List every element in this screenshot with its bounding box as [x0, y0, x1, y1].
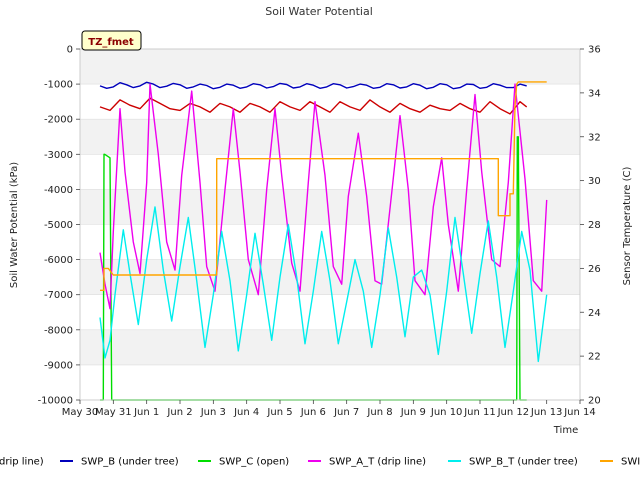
series-line-6	[100, 81, 547, 291]
x-axis-title: Time	[553, 425, 578, 436]
left-axis: 0 -1000 -2000 -3000 -4000 -5000 -6000 -7000 -800…	[38, 45, 80, 407]
x-tick-label: Jun 4	[233, 407, 259, 418]
legend-item: SWP_C (open)	[198, 457, 289, 468]
series-line-5	[99, 206, 548, 363]
legend: drip line) SWP_B (under tree) SWP_C (open)…	[0, 457, 640, 468]
y-tick-label: 0	[67, 45, 73, 56]
legend-label: SWP_C (open)	[219, 457, 289, 468]
y-tick-label: -9000	[44, 360, 73, 371]
legend-label: SWP_B_T (under tree)	[469, 457, 578, 468]
x-tick-label: Jun 6	[300, 407, 326, 418]
x-tick-label: Jun 10	[430, 407, 463, 418]
legend-label: SWI	[621, 457, 640, 468]
x-tick-label: Jun 13	[530, 407, 563, 418]
grid-band	[80, 329, 580, 365]
y2-tick-label: 34	[588, 88, 601, 99]
y2-tick-label: 26	[588, 264, 601, 275]
site-badge: TZ_fmet	[81, 30, 142, 51]
right-axis: 20 22 24 26 28 30 32 34 36	[580, 45, 601, 407]
y-tick-label: -6000	[44, 255, 73, 266]
site-badge-label: TZ_fmet	[88, 37, 134, 48]
y-tick-label: -2000	[44, 115, 73, 126]
y2-tick-label: 24	[588, 308, 601, 319]
legend-item: SWP_B (under tree)	[60, 457, 179, 468]
legend-item: drip line)	[0, 457, 44, 468]
y2-tick-label: 32	[588, 132, 601, 143]
y-tick-label: -4000	[44, 185, 73, 196]
y-tick-label: -7000	[44, 290, 73, 301]
y-tick-label: -10000	[38, 396, 73, 407]
x-tick-label: Jun 3	[200, 407, 226, 418]
series-line-4	[99, 83, 548, 310]
x-tick-label: Jun 8	[366, 407, 392, 418]
y2-tick-label: 20	[588, 396, 601, 407]
x-tick-label: Jun 9	[400, 407, 426, 418]
legend-item: SWP_B_T (under tree)	[448, 457, 578, 468]
y2-tick-label: 36	[588, 45, 601, 56]
x-tick-label: Jun 11	[463, 407, 496, 418]
y-axis-title: Soil Water Potential (kPa)	[9, 162, 20, 288]
y2-tick-label: 30	[588, 176, 601, 187]
x-tick-label: Jun 2	[166, 407, 192, 418]
series-line-1	[99, 81, 527, 90]
legend-label: SWP_A_T (drip line)	[329, 457, 426, 468]
x-tick-label: May 31	[95, 407, 132, 418]
site-badge-box	[81, 30, 142, 51]
y2-tick-label: 22	[588, 352, 601, 363]
legend-item: SWP_A_T (drip line)	[308, 457, 426, 468]
grid-band	[80, 119, 580, 155]
x-tick-label: May 30	[62, 407, 99, 418]
x-tick-label: Jun 1	[133, 407, 159, 418]
grid-band	[80, 49, 580, 85]
legend-item: SWI	[600, 457, 640, 468]
y-tick-label: -1000	[44, 80, 73, 91]
legend-label: SWP_B (under tree)	[81, 457, 179, 468]
legend-label: drip line)	[0, 457, 44, 468]
y2-tick-label: 28	[588, 220, 601, 231]
y-tick-label: -5000	[44, 220, 73, 231]
y2-axis-title: Sensor Temperature (C)	[622, 167, 633, 286]
x-tick-label: Jun 5	[266, 407, 292, 418]
x-tick-label: Jun 7	[333, 407, 359, 418]
x-tick-label: Jun 12	[497, 407, 530, 418]
y-tick-label: -8000	[44, 325, 73, 336]
chart-title: Soil Water Potential	[265, 5, 373, 18]
x-tick-label: Jun 14	[563, 407, 596, 418]
y-tick-label: -3000	[44, 150, 73, 161]
